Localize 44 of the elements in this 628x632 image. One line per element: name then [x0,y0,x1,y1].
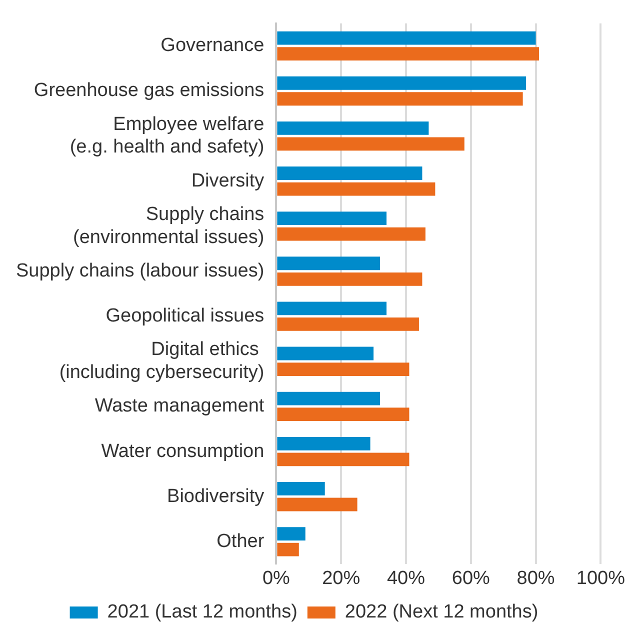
bar [277,47,540,61]
y-tick-label: Diversity [191,170,265,192]
bar [277,542,299,556]
y-tick-label: Other [216,530,265,552]
bar [277,121,429,135]
y-tick-label: Geopolitical issues [106,306,264,327]
y-tick-label: Governance [160,35,264,56]
bar [277,436,370,450]
x-tick-label: 0% [262,568,290,589]
y-tick-label: Greenhouse gas emissions [34,80,264,102]
x-tick-label: 40% [386,568,426,589]
bar [277,452,410,466]
bar [277,76,526,90]
bar [277,212,387,226]
bar [277,482,325,496]
bar [277,318,419,331]
bar [277,362,410,376]
legend-label: 2022 (Next 12 months) [344,602,538,623]
bar [277,137,464,151]
y-tick-label: Supply chains (labour issues) [16,260,264,282]
y-tick-label: Waste management [94,396,265,417]
bar [277,256,380,270]
bar [277,166,422,180]
bar [277,302,387,316]
bar [277,92,523,106]
y-tick-label: Employee welfare (e.g. health and safety) [70,114,264,158]
bar [277,392,380,406]
bar [277,527,306,540]
y-tick-label: Biodiversity [167,486,265,507]
x-tick-label: 100% [576,568,626,589]
y-tick-label: Digital ethics (including cybersecurity) [59,339,264,384]
bar [277,498,358,512]
x-tick-label: 60% [452,568,490,589]
bar [277,408,410,422]
bar [277,31,536,45]
x-tick-label: 80% [516,568,555,589]
bar [277,182,436,196]
bar [277,227,426,241]
y-tick-label: Water consumption [101,440,264,462]
legend-label: 2021 (Last 12 months) [107,602,298,623]
x-tick-label: 20% [322,568,360,589]
y-tick-label: Supply chains (environmental issues) [73,204,264,248]
bar [277,272,422,286]
bar [277,346,374,360]
